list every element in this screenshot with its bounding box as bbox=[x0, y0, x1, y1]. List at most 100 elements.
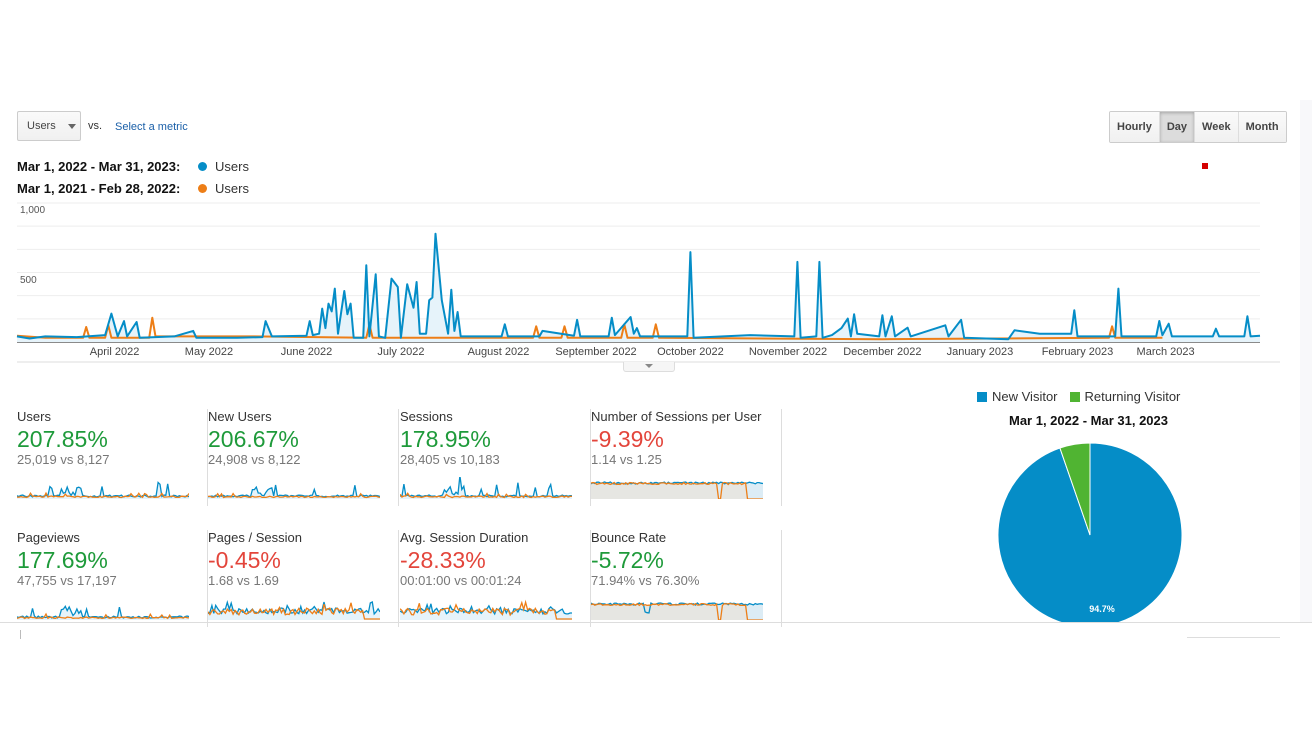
metric-sparkline bbox=[17, 481, 189, 499]
metric-comparison: 47,755 vs 17,197 bbox=[17, 573, 117, 588]
pie-slice-returning-visitor[interactable] bbox=[1059, 442, 1091, 536]
granularity-month-button[interactable]: Month bbox=[1237, 112, 1286, 142]
cursor-marker bbox=[20, 630, 21, 639]
legend-label: Returning Visitor bbox=[1084, 389, 1181, 404]
pie-title: Mar 1, 2022 - Mar 31, 2023 bbox=[1009, 413, 1168, 428]
x-tick-label: November 2022 bbox=[748, 346, 828, 358]
metric-change: 178.95% bbox=[400, 426, 491, 452]
sparkline-previous bbox=[591, 602, 763, 620]
metric-comparison: 1.14 vs 1.25 bbox=[591, 452, 662, 467]
sparkline-previous bbox=[208, 602, 380, 620]
metric-change: -5.72% bbox=[591, 547, 664, 573]
x-tick-label: December 2022 bbox=[843, 346, 922, 358]
sparkline-current bbox=[591, 481, 763, 485]
sparkline-area bbox=[400, 603, 572, 620]
sparkline-previous bbox=[17, 491, 189, 499]
legend-label: New Visitor bbox=[992, 389, 1058, 404]
x-tick-label: March 2023 bbox=[1136, 346, 1195, 358]
metric-change: 177.69% bbox=[17, 547, 108, 573]
metric-change: 207.85% bbox=[17, 426, 108, 452]
legend-metric: Users bbox=[215, 181, 249, 196]
metric-sparkline bbox=[17, 604, 189, 620]
legend-range: Mar 1, 2021 - Feb 28, 2022: bbox=[17, 181, 181, 196]
y-tick-label: 500 bbox=[20, 275, 37, 286]
metric-sparkline bbox=[400, 477, 572, 499]
metric-card-sessions[interactable]: Sessions 178.95% 28,405 vs 10,183 bbox=[400, 409, 591, 506]
metric-change: -28.33% bbox=[400, 547, 486, 573]
metric-title: Pageviews bbox=[17, 530, 80, 545]
x-tick-label: May 2022 bbox=[184, 346, 234, 358]
metric-card-avg-session-duration[interactable]: Avg. Session Duration -28.33% 00:01:00 v… bbox=[400, 530, 591, 627]
x-tick-label: September 2022 bbox=[555, 346, 637, 358]
legend-range: Mar 1, 2022 - Mar 31, 2023: bbox=[17, 159, 181, 174]
series-line-current bbox=[16, 232, 1261, 341]
metric-change: -9.39% bbox=[591, 426, 664, 452]
vs-label: vs. bbox=[88, 120, 103, 132]
visitor-type-pie-chart[interactable]: 94.7% bbox=[990, 430, 1190, 622]
metric-comparison: 28,405 vs 10,183 bbox=[400, 452, 500, 467]
x-tick-label: February 2023 bbox=[1041, 346, 1114, 358]
metric-title: Number of Sessions per User bbox=[591, 409, 762, 424]
metric-comparison: 00:01:00 vs 00:01:24 bbox=[400, 573, 522, 588]
metric-comparison: 25,019 vs 8,127 bbox=[17, 452, 110, 467]
legend-metric: Users bbox=[215, 159, 249, 174]
metric-title: Sessions bbox=[400, 409, 453, 424]
metric-dropdown[interactable]: Users bbox=[17, 111, 81, 141]
metric-change: -0.45% bbox=[208, 547, 281, 573]
right-panel-edge bbox=[1300, 100, 1312, 622]
users-line-chart[interactable] bbox=[0, 0, 1312, 380]
metric-card-bounce-rate[interactable]: Bounce Rate -5.72% 71.94% vs 76.30% bbox=[591, 530, 782, 627]
chart-expand-toggle[interactable] bbox=[623, 362, 675, 372]
metric-sparkline bbox=[400, 599, 572, 620]
metric-title: Users bbox=[17, 409, 51, 424]
metric-comparison: 1.68 vs 1.69 bbox=[208, 573, 279, 588]
metric-sparkline bbox=[208, 599, 380, 620]
metric-change: 206.67% bbox=[208, 426, 299, 452]
annotation-marker[interactable] bbox=[1202, 163, 1208, 169]
metric-card-pages-session[interactable]: Pages / Session -0.45% 1.68 vs 1.69 bbox=[208, 530, 399, 627]
sparkline-previous bbox=[208, 492, 380, 499]
granularity-toggle: Hourly Day Week Month bbox=[1109, 111, 1287, 143]
granularity-day-button[interactable]: Day bbox=[1158, 112, 1195, 142]
sparkline-current bbox=[17, 481, 189, 498]
sparkline-previous bbox=[400, 492, 572, 499]
legend-previous: Mar 1, 2021 - Feb 28, 2022: Users bbox=[17, 181, 249, 196]
granularity-hourly-button[interactable]: Hourly bbox=[1110, 112, 1159, 142]
metric-sparkline bbox=[208, 484, 380, 499]
metric-card-new-users[interactable]: New Users 206.67% 24,908 vs 8,122 bbox=[208, 409, 399, 506]
legend-current: Mar 1, 2022 - Mar 31, 2023: Users bbox=[17, 159, 249, 174]
series-area bbox=[17, 233, 1260, 342]
metric-comparison: 71.94% vs 76.30% bbox=[591, 573, 700, 588]
pie-data-label: 94.7% bbox=[1089, 604, 1115, 614]
y-tick-label: 1,000 bbox=[20, 205, 46, 216]
legend-swatch-icon bbox=[977, 391, 987, 402]
sparkline-previous bbox=[591, 481, 763, 499]
metric-card-pageviews[interactable]: Pageviews 177.69% 47,755 vs 17,197 bbox=[17, 530, 208, 627]
sparkline-area bbox=[208, 602, 380, 620]
metric-title: Pages / Session bbox=[208, 530, 302, 545]
x-tick-label: June 2022 bbox=[280, 346, 333, 358]
x-tick-label: July 2022 bbox=[377, 346, 425, 358]
chevron-down-icon bbox=[67, 123, 76, 129]
metric-comparison: 24,908 vs 8,122 bbox=[208, 452, 301, 467]
sparkline-area bbox=[591, 603, 763, 620]
metric-dropdown-label: Users bbox=[27, 120, 56, 132]
series-dot-icon bbox=[198, 162, 207, 171]
metric-card-number-of-sessions-per-user[interactable]: Number of Sessions per User -9.39% 1.14 … bbox=[591, 409, 782, 506]
metric-title: Bounce Rate bbox=[591, 530, 667, 545]
metric-sparkline bbox=[591, 481, 763, 499]
select-metric-link[interactable]: Select a metric bbox=[115, 121, 188, 133]
series-dot-icon bbox=[198, 184, 207, 193]
granularity-week-button[interactable]: Week bbox=[1194, 112, 1238, 142]
panel-edge bbox=[1187, 637, 1280, 638]
section-divider bbox=[0, 622, 1312, 623]
metric-title: New Users bbox=[208, 409, 272, 424]
x-tick-label: April 2022 bbox=[89, 346, 140, 358]
sparkline-previous bbox=[17, 612, 189, 620]
x-tick-label: January 2023 bbox=[946, 346, 1014, 358]
x-tick-label: October 2022 bbox=[657, 346, 724, 358]
metric-card-users[interactable]: Users 207.85% 25,019 vs 8,127 bbox=[17, 409, 208, 506]
sparkline-previous bbox=[400, 599, 572, 620]
sparkline-area bbox=[591, 482, 763, 499]
pie-legend: New Visitor Returning Visitor bbox=[977, 389, 1180, 404]
